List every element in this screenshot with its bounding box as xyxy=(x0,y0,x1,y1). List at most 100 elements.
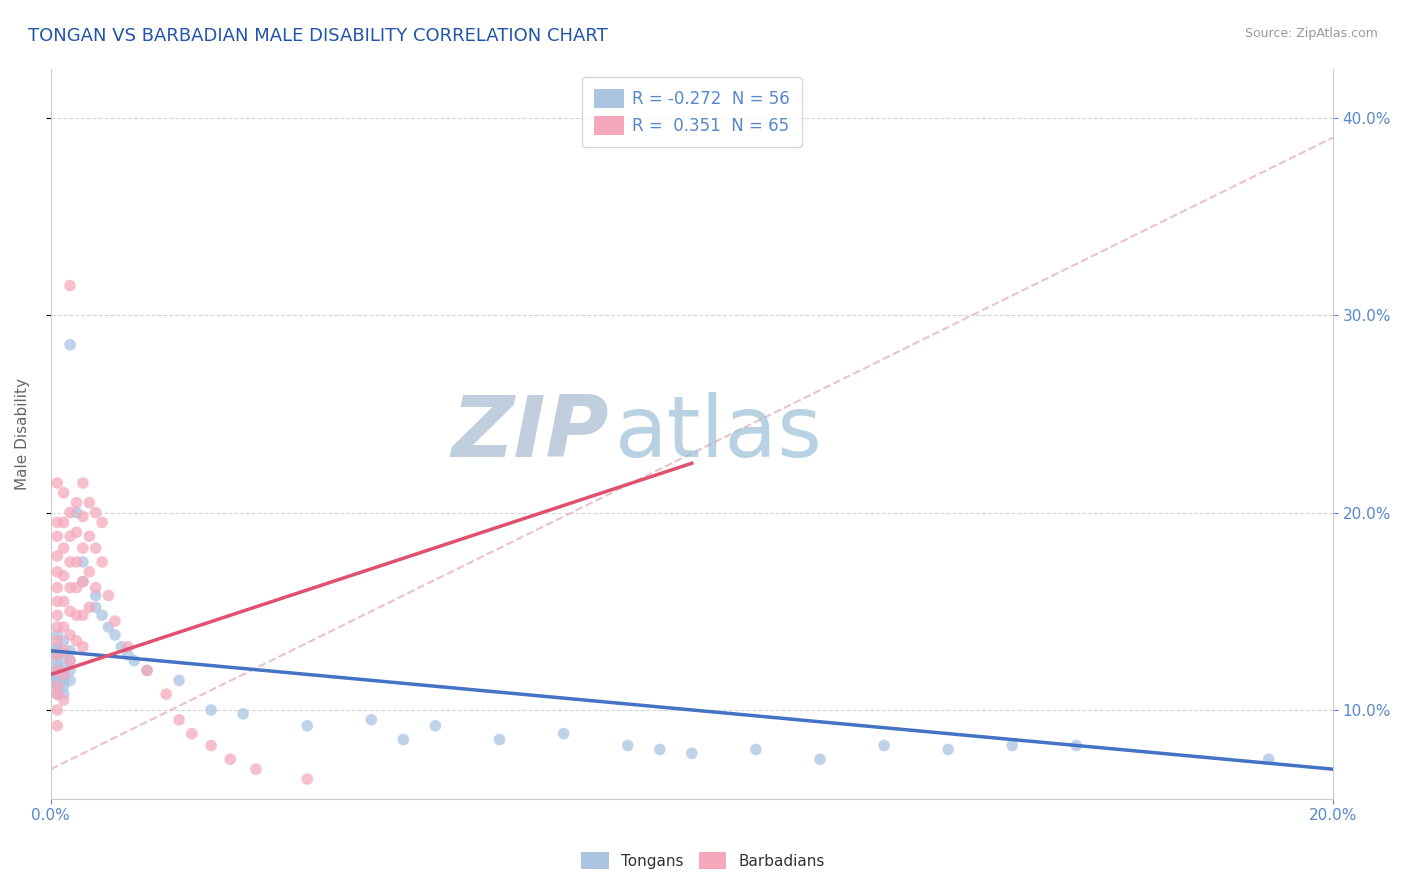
Point xyxy=(84,600,107,615)
Point xyxy=(46,644,69,658)
Point xyxy=(219,752,242,766)
Point xyxy=(59,673,82,688)
Point xyxy=(136,664,159,678)
Point xyxy=(79,565,101,579)
Point xyxy=(117,640,139,654)
Point xyxy=(46,628,69,642)
Point xyxy=(59,555,82,569)
Point xyxy=(873,739,896,753)
Text: ZIP: ZIP xyxy=(451,392,609,475)
Point xyxy=(46,549,69,563)
Legend: Tongans, Barbadians: Tongans, Barbadians xyxy=(575,846,831,875)
Point xyxy=(180,726,202,740)
Point xyxy=(46,659,69,673)
Point xyxy=(745,742,768,756)
Point xyxy=(52,620,75,634)
Point xyxy=(84,589,107,603)
Y-axis label: Male Disability: Male Disability xyxy=(15,377,30,490)
Point xyxy=(52,667,75,681)
Point xyxy=(72,541,94,555)
Point xyxy=(59,278,82,293)
Point xyxy=(52,693,75,707)
Point xyxy=(46,516,69,530)
Point xyxy=(59,506,82,520)
Point xyxy=(46,673,69,688)
Point xyxy=(97,589,120,603)
Point xyxy=(488,732,510,747)
Point xyxy=(46,677,69,691)
Point xyxy=(46,633,69,648)
Point xyxy=(72,509,94,524)
Point xyxy=(97,620,120,634)
Point xyxy=(46,687,69,701)
Point xyxy=(79,600,101,615)
Point xyxy=(46,672,69,686)
Point xyxy=(84,541,107,555)
Point xyxy=(616,739,638,753)
Point xyxy=(59,654,82,668)
Point xyxy=(167,713,190,727)
Point xyxy=(46,679,69,693)
Point xyxy=(59,581,82,595)
Point xyxy=(155,687,177,701)
Point xyxy=(46,719,69,733)
Point xyxy=(122,654,145,668)
Point xyxy=(136,664,159,678)
Point xyxy=(360,713,382,727)
Point xyxy=(72,574,94,589)
Point xyxy=(46,648,69,662)
Point xyxy=(46,475,69,490)
Point xyxy=(52,659,75,673)
Point xyxy=(52,568,75,582)
Point xyxy=(104,628,127,642)
Point xyxy=(52,594,75,608)
Point xyxy=(648,742,671,756)
Point xyxy=(46,581,69,595)
Point xyxy=(46,640,69,654)
Point xyxy=(65,581,87,595)
Point xyxy=(84,506,107,520)
Point xyxy=(681,747,703,761)
Point xyxy=(52,541,75,555)
Point xyxy=(59,644,82,658)
Point xyxy=(200,739,222,753)
Point xyxy=(59,338,82,352)
Text: atlas: atlas xyxy=(614,392,823,475)
Point xyxy=(104,614,127,628)
Point xyxy=(79,529,101,543)
Point xyxy=(553,726,575,740)
Point xyxy=(65,608,87,623)
Point xyxy=(46,679,69,693)
Point xyxy=(72,640,94,654)
Point xyxy=(52,633,75,648)
Point xyxy=(46,648,69,662)
Point xyxy=(65,555,87,569)
Point xyxy=(72,608,94,623)
Point xyxy=(117,648,139,662)
Point xyxy=(1257,752,1279,766)
Text: TONGAN VS BARBADIAN MALE DISABILITY CORRELATION CHART: TONGAN VS BARBADIAN MALE DISABILITY CORR… xyxy=(28,27,607,45)
Point xyxy=(52,644,75,658)
Point xyxy=(65,633,87,648)
Point xyxy=(84,581,107,595)
Point xyxy=(110,640,132,654)
Point xyxy=(46,687,69,701)
Point xyxy=(52,516,75,530)
Point xyxy=(91,516,114,530)
Point xyxy=(245,762,267,776)
Point xyxy=(46,594,69,608)
Point xyxy=(72,475,94,490)
Legend: R = -0.272  N = 56, R =  0.351  N = 65: R = -0.272 N = 56, R = 0.351 N = 65 xyxy=(582,77,801,147)
Point xyxy=(52,667,75,681)
Text: Source: ZipAtlas.com: Source: ZipAtlas.com xyxy=(1244,27,1378,40)
Point xyxy=(65,496,87,510)
Point xyxy=(91,555,114,569)
Point xyxy=(72,574,94,589)
Point xyxy=(79,496,101,510)
Point xyxy=(1066,739,1088,753)
Point xyxy=(808,752,831,766)
Point xyxy=(46,654,69,668)
Point xyxy=(425,719,447,733)
Point xyxy=(59,604,82,618)
Point xyxy=(52,687,75,701)
